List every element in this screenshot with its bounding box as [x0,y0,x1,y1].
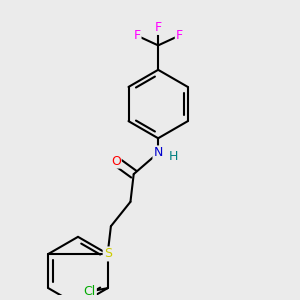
Text: H: H [169,150,178,163]
Text: Cl: Cl [84,285,96,298]
Text: F: F [134,29,140,42]
Text: F: F [154,21,162,34]
Text: O: O [111,154,121,168]
Text: N: N [154,146,163,159]
Text: S: S [103,248,112,260]
Text: F: F [176,29,183,42]
